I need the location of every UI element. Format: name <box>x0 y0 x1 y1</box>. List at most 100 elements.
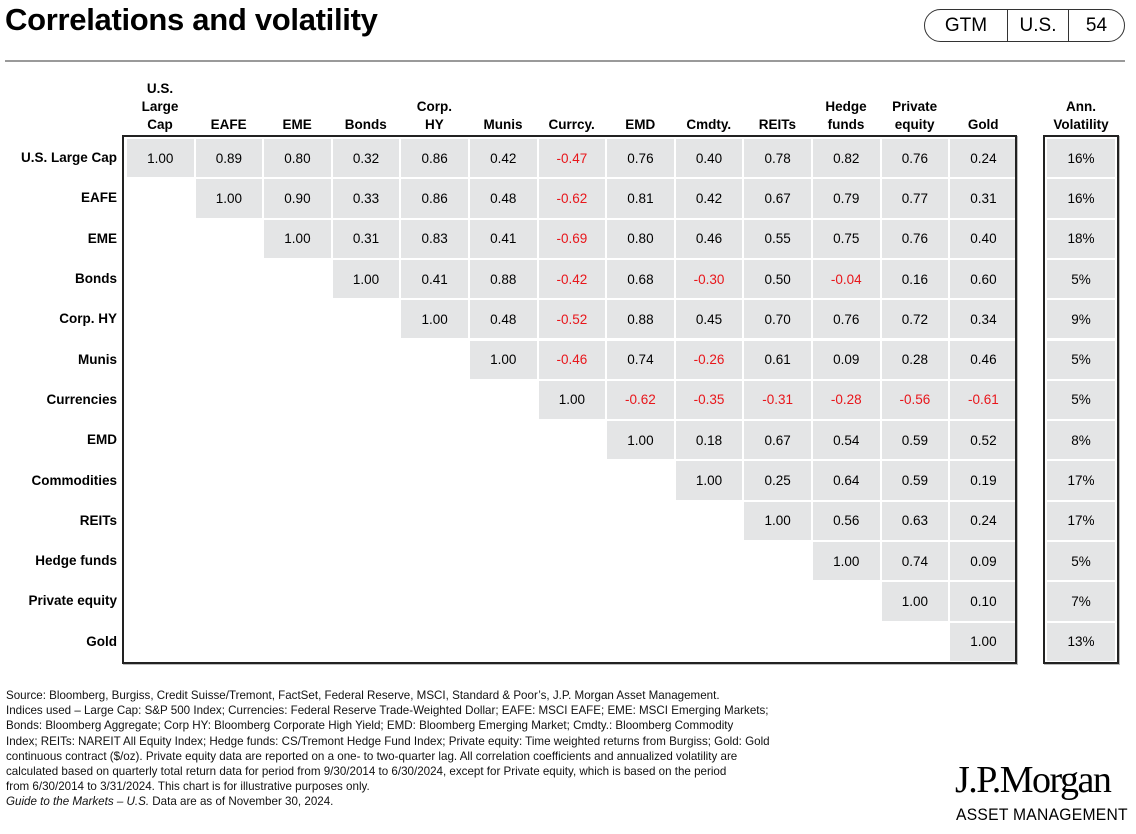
correlation-cell: 0.41 <box>470 219 537 258</box>
correlation-cell: 0.46 <box>675 219 743 258</box>
correlation-cell: 1.00 <box>401 300 468 339</box>
correlation-cell: 0.81 <box>607 179 674 218</box>
volatility-cell: 17% <box>1047 461 1115 500</box>
guide-title: Guide to the Markets – U.S. <box>6 795 150 809</box>
column-header: Currcy. <box>548 117 595 132</box>
correlation-cell: 0.31 <box>950 179 1017 218</box>
row-header: EAFE <box>80 190 117 206</box>
correlation-cell: 0.88 <box>470 259 537 299</box>
correlation-cell: 0.32 <box>332 139 400 178</box>
correlation-cell: 0.40 <box>675 139 743 178</box>
row-header: Currencies <box>46 391 117 407</box>
correlation-cell: 0.09 <box>950 542 1017 581</box>
correlation-cell: 0.75 <box>813 219 880 258</box>
correlation-cell: -0.69 <box>538 219 606 258</box>
correlation-cell: 0.89 <box>195 139 263 178</box>
column-header: EMD <box>625 117 656 132</box>
correlation-cell: 0.28 <box>881 340 949 379</box>
row-header: Private equity <box>28 593 117 609</box>
correlation-cell: 0.86 <box>401 179 468 218</box>
volatility-cell: 9% <box>1047 300 1115 339</box>
correlation-cell: 0.48 <box>470 300 537 339</box>
correlation-cell: 0.70 <box>744 300 811 339</box>
correlation-cell: 0.50 <box>744 259 811 299</box>
correlation-cell: 1.00 <box>127 139 194 178</box>
correlation-cell: 1.00 <box>607 421 674 460</box>
volatility-cell: 17% <box>1047 501 1115 540</box>
correlation-cell: -0.26 <box>675 340 743 379</box>
row-header: Gold <box>86 633 117 649</box>
correlation-cell: 0.61 <box>744 340 811 379</box>
correlation-cell: 0.48 <box>470 179 537 218</box>
row-header: EME <box>87 230 117 246</box>
correlation-cell: 1.00 <box>813 542 880 581</box>
correlation-cell: 0.56 <box>813 501 880 540</box>
column-header: EME <box>282 117 312 132</box>
correlation-cell: 0.46 <box>950 340 1017 379</box>
volatility-cell: 18% <box>1047 219 1115 258</box>
correlation-cell: 0.77 <box>881 179 949 218</box>
footnote-line: calculated based on quarterly total retu… <box>6 765 727 779</box>
correlation-cell: -0.42 <box>538 259 606 299</box>
correlation-cell: 0.63 <box>881 501 949 540</box>
correlation-cell: -0.31 <box>744 380 811 420</box>
correlation-cell: 0.10 <box>950 582 1017 621</box>
correlation-cell: 1.00 <box>881 582 949 621</box>
volatility-cell: 8% <box>1047 421 1115 460</box>
correlation-cell: 0.74 <box>607 340 674 379</box>
correlation-cell: 0.72 <box>881 300 949 339</box>
volatility-cell: 5% <box>1047 340 1115 379</box>
correlation-cell: 0.83 <box>401 219 468 258</box>
volatility-cell: 5% <box>1047 259 1115 299</box>
correlation-cell: 1.00 <box>538 380 606 420</box>
correlation-cell: 0.59 <box>881 421 949 460</box>
column-header: Private equity <box>892 99 938 132</box>
correlation-cell: 0.80 <box>264 139 331 178</box>
correlation-cell: 0.88 <box>607 300 674 339</box>
volatility-cell: 5% <box>1047 542 1115 581</box>
correlation-cell: -0.28 <box>813 380 880 420</box>
correlation-cell: 0.76 <box>813 300 880 339</box>
volatility-column-header: Ann. Volatility <box>1053 99 1109 132</box>
correlation-cell: 0.24 <box>950 139 1017 178</box>
correlation-cell: -0.61 <box>950 380 1017 420</box>
correlation-cell: 0.34 <box>950 300 1017 339</box>
column-header: Cmdty. <box>686 117 732 132</box>
correlation-cell: 1.00 <box>744 501 811 540</box>
volatility-cell: 7% <box>1047 582 1115 621</box>
correlation-cell: 0.90 <box>264 179 331 218</box>
column-header: Hedge funds <box>825 99 867 132</box>
correlation-cell: -0.47 <box>538 139 606 178</box>
correlation-cell: 0.55 <box>744 219 811 258</box>
correlation-cell: 0.76 <box>607 139 674 178</box>
asset-management-label: ASSET MANAGEMENT <box>956 805 1128 824</box>
volatility-cell: 16% <box>1047 179 1115 218</box>
correlation-cell: 0.25 <box>744 461 811 500</box>
correlation-cell: 0.67 <box>744 179 811 218</box>
column-header: Gold <box>967 117 999 132</box>
correlation-cell: 0.60 <box>950 259 1017 299</box>
badge-page-number: 54 <box>1085 14 1108 36</box>
correlation-cell: 0.31 <box>332 219 400 258</box>
header-divider <box>5 60 1125 62</box>
badge-region: U.S. <box>1008 10 1069 41</box>
row-header: Bonds <box>75 271 117 287</box>
row-header: Hedge funds <box>35 553 117 569</box>
correlation-cell: 1.00 <box>195 179 263 218</box>
correlation-cell: 0.42 <box>675 179 743 218</box>
correlation-cell: 0.09 <box>813 340 880 379</box>
column-header: Bonds <box>344 117 387 132</box>
correlation-cell: 0.74 <box>881 542 949 581</box>
correlation-cell: 0.67 <box>744 421 811 460</box>
row-header: EMD <box>87 432 117 448</box>
volatility-cell: 13% <box>1047 622 1115 661</box>
correlation-cell: -0.04 <box>813 259 880 299</box>
correlation-cell: 0.18 <box>675 421 743 460</box>
correlation-cell: 0.59 <box>881 461 949 500</box>
guide-date: Data are as of November 30, 2024. <box>149 795 334 809</box>
correlation-cell: -0.35 <box>675 380 743 420</box>
correlation-cell: -0.46 <box>538 340 606 379</box>
correlation-cell: 0.42 <box>470 139 537 178</box>
volatility-cell: 16% <box>1047 139 1115 178</box>
correlation-cell: -0.62 <box>607 380 674 420</box>
